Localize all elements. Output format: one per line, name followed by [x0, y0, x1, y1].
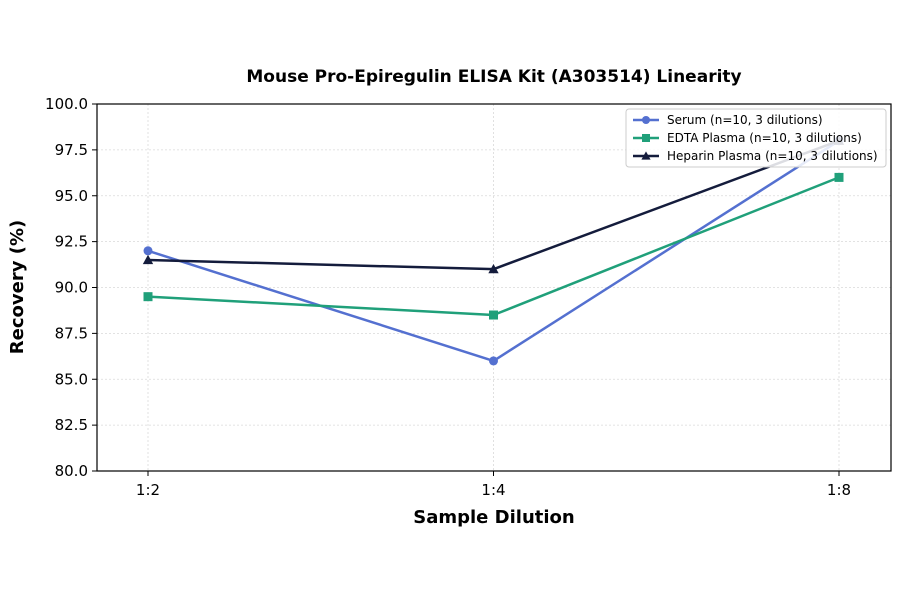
data-point	[142, 254, 154, 265]
legend-box	[625, 108, 887, 168]
data-point	[488, 263, 499, 274]
data-point	[489, 356, 498, 366]
series-serum	[143, 136, 844, 366]
y-tick-label: 90.0	[55, 279, 88, 297]
x-axis-ticks: 1:2 1:4 1:8	[136, 471, 851, 499]
x-tick-label: 1:8	[827, 481, 851, 499]
legend: Serum (n=10, 3 dilutions) EDTA Plasma (n=…	[625, 108, 887, 168]
legend-item: Serum (n=10, 3 dilutions)	[633, 113, 823, 127]
legend-label: EDTA Plasma (n=10, 3 dilutions)	[667, 131, 862, 145]
data-point	[143, 246, 153, 256]
data-point	[143, 292, 153, 302]
x-tick-label: 1:2	[136, 481, 160, 499]
y-tick-label: 80.0	[55, 462, 88, 480]
y-tick-label: 82.5	[55, 416, 88, 434]
legend-marker	[641, 151, 651, 160]
chart-title: Mouse Pro-Epiregulin ELISA Kit (A303514)…	[246, 67, 741, 87]
x-tick-label: 1:4	[481, 481, 505, 499]
series-layer	[142, 135, 845, 366]
legend-label: Heparin Plasma (n=10, 3 dilutions)	[667, 149, 878, 163]
y-tick-label: 87.5	[55, 324, 88, 342]
data-point	[489, 310, 498, 320]
legend-marker	[642, 116, 650, 124]
series-line	[147, 176, 840, 317]
y-tick-label: 100.0	[45, 95, 88, 113]
data-point	[834, 172, 844, 182]
y-tick-label: 97.5	[55, 141, 88, 159]
y-axis-ticks: 80.0 82.5 85.0 87.5 90.0 92.5 95.0 97.5 100.0	[45, 95, 97, 480]
x-axis-label: Sample Dilution	[413, 507, 574, 528]
y-tick-label: 95.0	[55, 187, 88, 205]
series-edta	[143, 172, 844, 320]
y-tick-label: 92.5	[55, 233, 88, 251]
y-tick-label: 85.0	[55, 370, 88, 388]
y-axis-label: Recovery (%)	[7, 220, 28, 354]
legend-marker	[642, 134, 650, 142]
legend-label: Serum (n=10, 3 dilutions)	[667, 113, 823, 127]
legend-item: EDTA Plasma (n=10, 3 dilutions)	[633, 131, 862, 145]
legend-item: Heparin Plasma (n=10, 3 dilutions)	[633, 149, 878, 163]
